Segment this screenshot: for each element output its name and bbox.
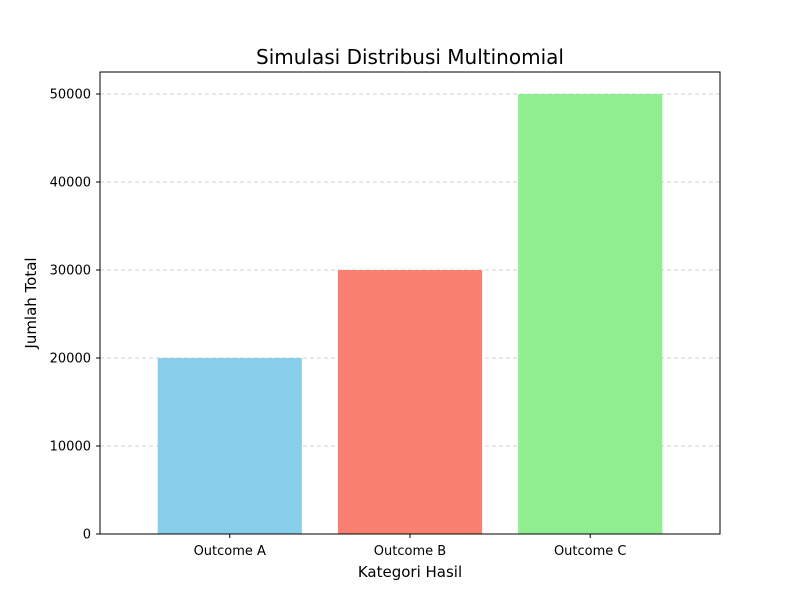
tick-layer: 0 10000 20000 30000 40000 50000 Outcome A Outco… — [50, 88, 627, 560]
y-tick-label: 40000 — [50, 176, 91, 191]
y-tick-label: 30000 — [50, 264, 91, 279]
y-tick-label: 0 — [83, 528, 91, 543]
bar-outcome-c — [518, 94, 663, 534]
bar-outcome-b — [337, 270, 483, 534]
x-tick-label: Outcome C — [554, 544, 627, 559]
y-tick-label: 20000 — [50, 352, 91, 367]
x-tick-label: Outcome A — [194, 544, 266, 559]
bar-outcome-a — [157, 358, 302, 534]
x-axis-label: Kategori Hasil — [358, 563, 462, 581]
bar-layer — [157, 94, 663, 534]
chart-title: Simulasi Distribusi Multinomial — [256, 45, 564, 69]
x-tick-label: Outcome B — [374, 544, 446, 559]
y-axis-label: Jumlah Total — [22, 257, 40, 349]
y-tick-label: 10000 — [50, 440, 91, 455]
y-tick-label: 50000 — [50, 88, 91, 103]
